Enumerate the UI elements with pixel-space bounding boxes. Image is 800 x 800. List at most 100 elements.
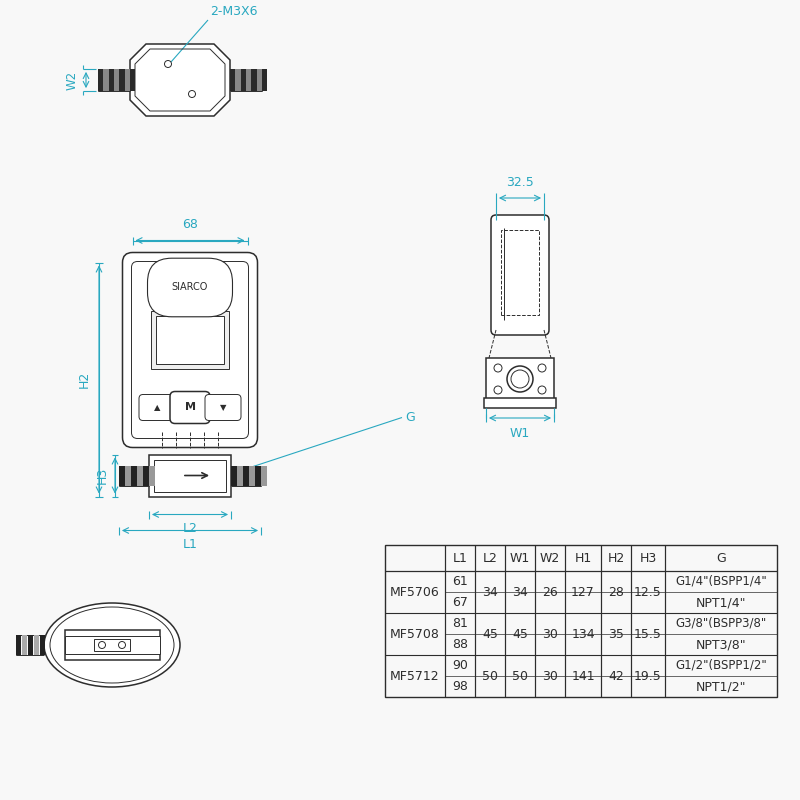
Text: H3: H3 xyxy=(96,467,109,484)
Text: 12.5: 12.5 xyxy=(634,586,662,598)
Ellipse shape xyxy=(44,603,180,687)
Text: 19.5: 19.5 xyxy=(634,670,662,682)
Text: NPT1/2": NPT1/2" xyxy=(696,680,746,693)
Bar xyxy=(484,398,556,408)
Text: 67: 67 xyxy=(452,596,468,609)
Bar xyxy=(486,358,554,400)
Bar xyxy=(255,466,261,486)
Bar xyxy=(231,466,237,486)
Text: H2: H2 xyxy=(78,371,91,388)
Bar xyxy=(262,69,267,91)
Text: 98: 98 xyxy=(452,680,468,693)
Text: MF5708: MF5708 xyxy=(390,627,440,641)
Bar xyxy=(98,69,103,91)
Text: 15.5: 15.5 xyxy=(634,627,662,641)
Circle shape xyxy=(189,90,195,98)
Text: 34: 34 xyxy=(512,586,528,598)
Bar xyxy=(385,545,777,697)
Bar xyxy=(249,466,255,486)
Circle shape xyxy=(511,370,529,388)
Bar xyxy=(65,636,159,654)
Text: L1: L1 xyxy=(182,538,198,551)
Bar xyxy=(154,459,226,491)
Bar xyxy=(156,316,224,364)
Bar xyxy=(16,635,21,655)
Circle shape xyxy=(538,364,546,372)
Text: G1/2"(BSPP1/2": G1/2"(BSPP1/2" xyxy=(675,659,767,672)
Text: M: M xyxy=(185,402,195,413)
Text: 30: 30 xyxy=(542,627,558,641)
Text: ▼: ▼ xyxy=(220,403,226,412)
Bar xyxy=(257,69,262,91)
Text: 88: 88 xyxy=(452,638,468,651)
Bar xyxy=(149,454,231,497)
Bar xyxy=(65,630,159,660)
Text: W2: W2 xyxy=(66,70,79,90)
Text: L1: L1 xyxy=(453,551,467,565)
Bar xyxy=(119,466,125,486)
Text: 134: 134 xyxy=(571,627,595,641)
Text: ▲: ▲ xyxy=(154,403,160,412)
Bar xyxy=(149,466,155,486)
Bar xyxy=(22,635,27,655)
Text: SIARCO: SIARCO xyxy=(172,282,208,293)
Text: H1: H1 xyxy=(574,551,592,565)
Circle shape xyxy=(494,364,502,372)
Bar xyxy=(235,69,241,91)
Bar xyxy=(109,69,114,91)
Bar xyxy=(130,69,135,91)
Text: 68: 68 xyxy=(182,218,198,231)
Text: 34: 34 xyxy=(482,586,498,598)
Text: 45: 45 xyxy=(482,627,498,641)
Bar xyxy=(125,69,130,91)
Circle shape xyxy=(165,61,171,67)
Bar xyxy=(241,69,246,91)
Text: W1: W1 xyxy=(510,551,530,565)
Text: W2: W2 xyxy=(540,551,560,565)
Circle shape xyxy=(538,386,546,394)
Text: 61: 61 xyxy=(452,575,468,588)
Bar xyxy=(261,466,267,486)
Bar xyxy=(137,466,143,486)
Text: 42: 42 xyxy=(608,670,624,682)
Bar xyxy=(40,635,45,655)
Bar xyxy=(34,635,39,655)
Bar xyxy=(246,69,251,91)
Bar xyxy=(125,466,131,486)
Text: 141: 141 xyxy=(571,670,595,682)
Text: 90: 90 xyxy=(452,659,468,672)
Text: H3: H3 xyxy=(639,551,657,565)
Text: NPT1/4": NPT1/4" xyxy=(696,596,746,609)
Text: 35: 35 xyxy=(608,627,624,641)
Text: 50: 50 xyxy=(512,670,528,682)
Text: NPT3/8": NPT3/8" xyxy=(696,638,746,651)
Text: MF5706: MF5706 xyxy=(390,586,440,598)
FancyBboxPatch shape xyxy=(205,394,241,421)
Text: 81: 81 xyxy=(452,617,468,630)
Text: 127: 127 xyxy=(571,586,595,598)
Text: G: G xyxy=(716,551,726,565)
Bar xyxy=(28,635,33,655)
Bar xyxy=(131,466,137,486)
Text: G1/4"(BSPP1/4": G1/4"(BSPP1/4" xyxy=(675,575,767,588)
Text: MF5712: MF5712 xyxy=(390,670,440,682)
Bar xyxy=(119,69,125,91)
Polygon shape xyxy=(130,44,230,116)
Circle shape xyxy=(494,386,502,394)
Circle shape xyxy=(118,642,126,649)
Text: 28: 28 xyxy=(608,586,624,598)
Text: 2-M3X6: 2-M3X6 xyxy=(210,5,258,18)
Text: 50: 50 xyxy=(482,670,498,682)
Bar xyxy=(501,230,539,315)
FancyBboxPatch shape xyxy=(491,215,549,335)
Text: G: G xyxy=(405,411,414,424)
Bar xyxy=(237,466,243,486)
Bar xyxy=(251,69,257,91)
FancyBboxPatch shape xyxy=(122,253,258,447)
FancyBboxPatch shape xyxy=(170,391,210,423)
Text: 26: 26 xyxy=(542,586,558,598)
Circle shape xyxy=(98,642,106,649)
Circle shape xyxy=(507,366,533,392)
Text: L2: L2 xyxy=(482,551,498,565)
Text: G3/8"(BSPP3/8": G3/8"(BSPP3/8" xyxy=(675,617,766,630)
